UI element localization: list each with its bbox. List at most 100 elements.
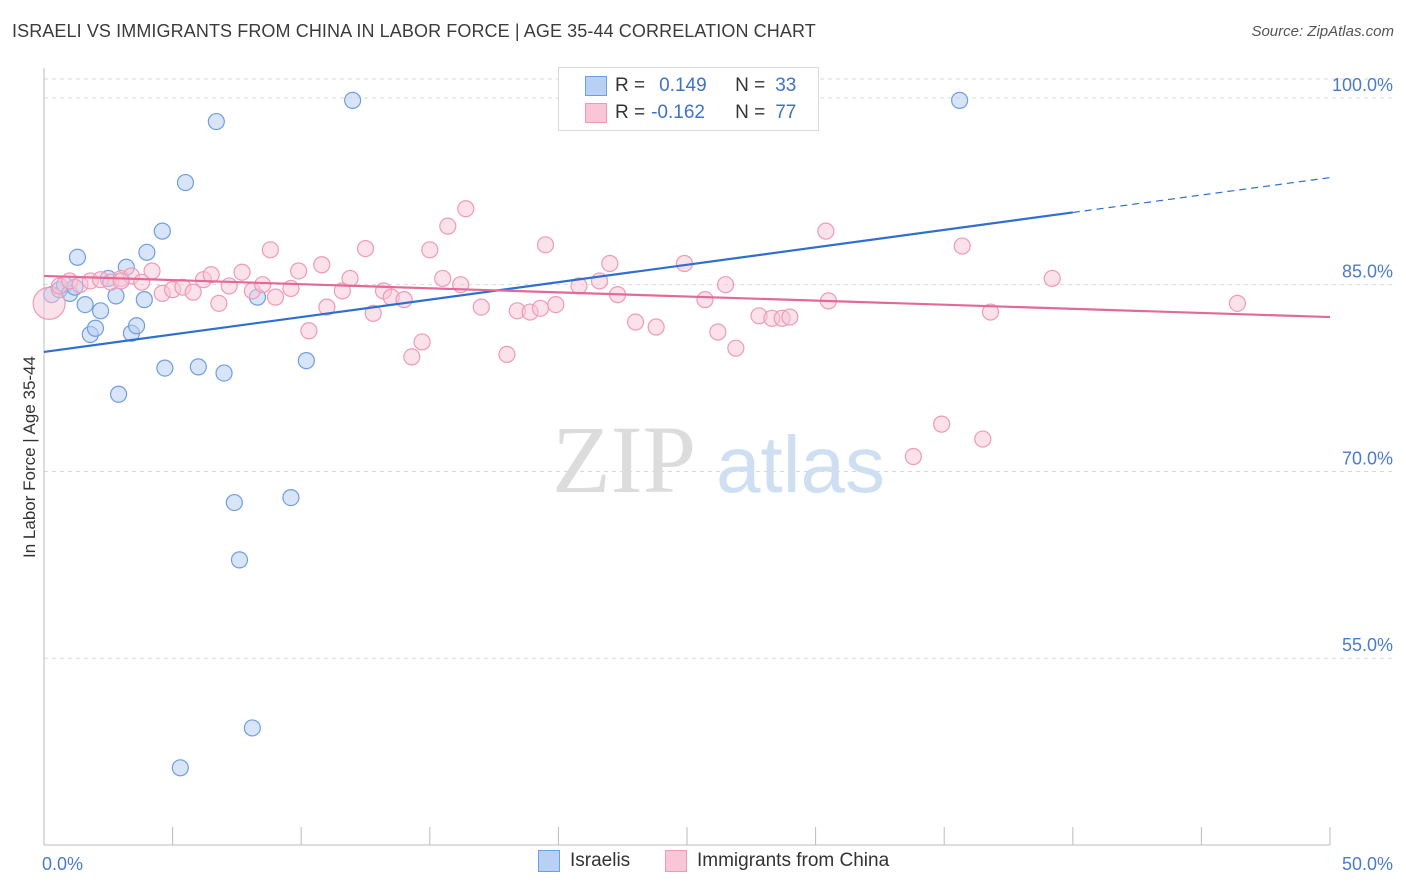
trend-lines (43, 176, 1331, 354)
china-point (647, 318, 665, 336)
bottom-swatch-israelis (538, 850, 560, 872)
legend-swatch-israelis (585, 76, 607, 96)
china-point (536, 236, 555, 254)
axes (43, 68, 1331, 846)
china-point (953, 237, 971, 255)
watermark: ZIP atlas (552, 406, 885, 513)
israelis-point (189, 358, 207, 376)
israelis-point (156, 359, 174, 377)
china-point (933, 415, 951, 433)
china-point (341, 269, 359, 288)
y-tick-label: 85.0% (1342, 262, 1393, 282)
israelis-point (230, 551, 249, 569)
israelis-point (171, 759, 189, 777)
china-point (184, 283, 202, 301)
china-point (498, 345, 516, 364)
y-tick-label: 70.0% (1342, 448, 1393, 468)
chart-title: ISRAELI VS IMMIGRANTS FROM CHINA IN LABO… (12, 21, 816, 41)
legend-n-label: N = (735, 102, 766, 123)
legend-row-china: R = -0.162 N = 77 (585, 100, 797, 126)
china-point (220, 277, 238, 295)
china-point (395, 291, 413, 309)
china-point (261, 241, 279, 259)
china-point (434, 269, 452, 288)
israelis-point (109, 385, 128, 403)
legend-r-label: R = (615, 102, 646, 123)
israelis-point (91, 302, 110, 320)
y-tick-label: 100.0% (1332, 75, 1393, 95)
israelis-trend-line (43, 211, 1073, 354)
china-point (143, 262, 161, 280)
bottom-legend-israelis: Israelis (538, 850, 630, 872)
chart-source: Source: ZipAtlas.com (1251, 23, 1394, 40)
china-point (626, 313, 645, 331)
bottom-legend-label: Immigrants from China (697, 850, 890, 871)
israelis-point (207, 112, 225, 131)
x-tick-label: 0.0% (42, 854, 83, 874)
china-point (254, 276, 272, 294)
china-point (727, 339, 745, 357)
china-point (313, 256, 331, 274)
watermark-zip: ZIP (552, 406, 696, 513)
israelis-trend-extension (1072, 176, 1331, 214)
x-tick-label: 50.0% (1342, 854, 1393, 874)
legend-n-value: 77 (775, 102, 797, 123)
israelis-point (76, 296, 94, 314)
china-point (403, 348, 421, 366)
china-point (716, 276, 735, 294)
legend-r-value: -0.162 (651, 102, 705, 123)
legend-row-israelis: R = 0.149 N = 33 (585, 73, 797, 99)
china-point (974, 430, 992, 448)
china-point (32, 286, 66, 320)
china-point (696, 291, 714, 309)
israelis-point (951, 91, 969, 109)
china-points (32, 91, 1247, 466)
china-point (472, 298, 490, 316)
china-point (290, 262, 308, 280)
china-point (364, 304, 382, 322)
china-point (1228, 294, 1247, 312)
israelis-point (153, 222, 171, 240)
bottom-swatch-china (665, 850, 687, 872)
china-point (300, 322, 318, 340)
china-point (781, 308, 799, 326)
israelis-point (297, 352, 315, 370)
china-point (210, 294, 228, 312)
china-trend-line (43, 274, 1331, 319)
israelis-point (344, 91, 362, 109)
china-point (457, 200, 475, 218)
china-point (709, 323, 727, 341)
y-axis-label: In Labor Force | Age 35-44 (20, 356, 39, 558)
israelis-point (135, 291, 153, 309)
china-point (318, 298, 336, 316)
correlation-legend: R = 0.149 N = 33 R = -0.162 N = 77 (558, 67, 819, 131)
israelis-point (176, 173, 195, 192)
china-point (266, 288, 285, 306)
israelis-point (215, 364, 233, 382)
china-point (904, 447, 922, 466)
china-point (421, 241, 439, 259)
watermark-atlas: atlas (716, 420, 885, 509)
israelis-point (127, 317, 146, 335)
israelis-point (86, 319, 105, 337)
bottom-legend-china: Immigrants from China (665, 850, 889, 872)
bottom-legend-label: Israelis (570, 850, 631, 871)
legend-n-value: 33 (775, 75, 797, 96)
china-point (547, 296, 565, 314)
israelis-point (282, 489, 300, 507)
y-tick-label: 55.0% (1342, 635, 1393, 655)
legend-n-label: N = (735, 75, 766, 96)
legend-r-value: 0.149 (659, 75, 707, 96)
china-point (233, 263, 251, 281)
china-point (202, 266, 220, 284)
china-point (1043, 269, 1061, 288)
tick-labels: 55.0% 70.0% 85.0% 100.0% 0.0% 50.0% (42, 75, 1393, 874)
israelis-point (138, 243, 156, 261)
china-point (356, 239, 375, 258)
israelis-point (68, 248, 87, 266)
china-point (112, 272, 130, 290)
legend-swatch-china (585, 103, 607, 123)
gridlines (44, 78, 1392, 659)
china-point (413, 333, 431, 351)
